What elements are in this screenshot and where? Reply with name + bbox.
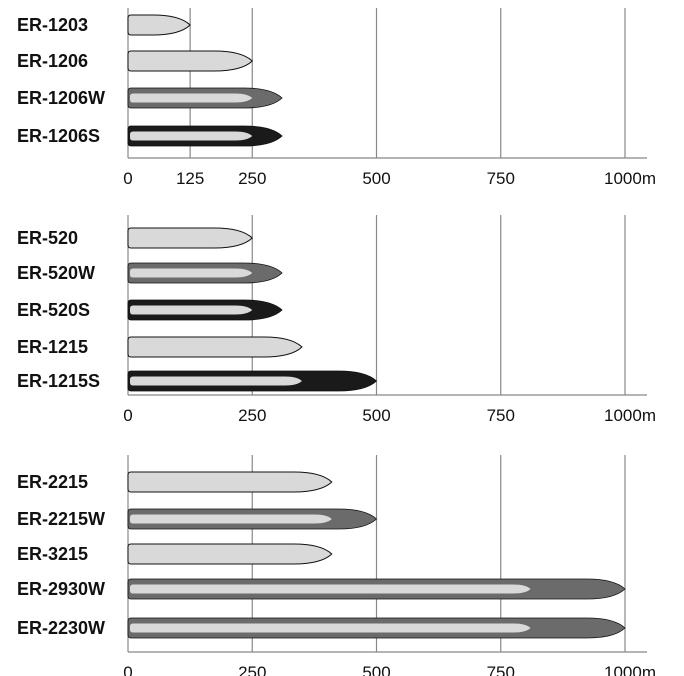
bar-er-2215w — [127, 508, 378, 530]
bar-er-520s — [127, 299, 283, 321]
x-tick-label: 0 — [123, 663, 132, 676]
x-tick-label: 250 — [238, 663, 266, 676]
category-label: ER-1206S — [17, 126, 100, 146]
x-tick-label: 750 — [487, 663, 515, 676]
bar-er-2930w — [127, 578, 626, 600]
chart-panel-3: 0 250 500 750 1000m ER-2215 ER-2215W ER-3215 ER-… — [17, 455, 656, 676]
bar-er-1206 — [127, 50, 253, 72]
category-label: ER-2215W — [17, 509, 105, 529]
x-tick-label: 750 — [487, 169, 515, 188]
bar-range — [127, 471, 333, 493]
category-label: ER-1206W — [17, 88, 105, 108]
category-label: ER-3215 — [17, 544, 88, 564]
bar-inner-range — [130, 514, 332, 524]
bar-er-1215 — [127, 336, 303, 358]
bar-er-1203 — [127, 14, 191, 36]
bar-range — [127, 543, 333, 565]
x-tick-label: 750 — [487, 406, 515, 425]
bar-er-2230w — [127, 617, 626, 639]
category-label: ER-520 — [17, 228, 78, 248]
category-label: ER-2930W — [17, 579, 105, 599]
x-tick-label: 250 — [238, 406, 266, 425]
bar-inner-range — [130, 584, 531, 594]
category-label: ER-1203 — [17, 15, 88, 35]
bar-range — [127, 50, 253, 72]
bar-er-2215 — [127, 471, 333, 493]
category-label: ER-2215 — [17, 472, 88, 492]
bar-er-3215 — [127, 543, 333, 565]
bar-er-520 — [127, 227, 253, 249]
bar-range — [127, 336, 303, 358]
bar-er-520w — [127, 262, 283, 284]
category-label: ER-1215 — [17, 337, 88, 357]
x-tick-label: 1000m — [604, 663, 656, 676]
category-label: ER-520S — [17, 300, 90, 320]
bar-er-1215s — [127, 370, 378, 392]
category-label: ER-2230W — [17, 618, 105, 638]
x-tick-label: 1000m — [604, 169, 656, 188]
bar-range — [127, 14, 191, 36]
x-tick-label: 125 — [176, 169, 204, 188]
bar-inner-range — [130, 376, 302, 386]
chart-panel-1: 0 125 250 500 750 1000m ER-1203 ER-1206 ER-1206W… — [17, 8, 656, 188]
x-tick-label: 1000m — [604, 406, 656, 425]
bar-inner-range — [130, 93, 253, 103]
x-tick-label: 500 — [362, 663, 390, 676]
x-tick-label: 500 — [362, 406, 390, 425]
bar-inner-range — [130, 268, 253, 278]
x-tick-label: 250 — [238, 169, 266, 188]
x-tick-label: 0 — [123, 169, 132, 188]
bar-er-1206s — [127, 125, 283, 147]
bar-inner-range — [130, 623, 531, 633]
chart-panel-2: 0 250 500 750 1000m ER-520 ER-520W ER-520S ER-12… — [17, 215, 656, 425]
category-label: ER-1206 — [17, 51, 88, 71]
category-label: ER-1215S — [17, 371, 100, 391]
bar-inner-range — [130, 305, 253, 315]
x-tick-label: 500 — [362, 169, 390, 188]
x-tick-label: 0 — [123, 406, 132, 425]
bar-inner-range — [130, 131, 253, 141]
category-label: ER-520W — [17, 263, 95, 283]
bar-er-1206w — [127, 87, 283, 109]
bar-range — [127, 227, 253, 249]
